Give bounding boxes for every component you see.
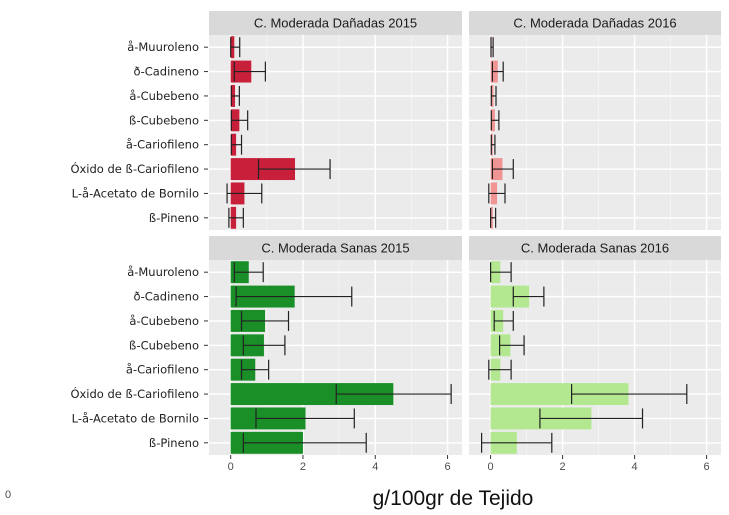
facet-strip bbox=[469, 236, 721, 260]
x-tick-label: 2 bbox=[560, 461, 566, 473]
error-bar bbox=[257, 159, 331, 180]
error-bar bbox=[230, 37, 241, 58]
bar bbox=[230, 383, 394, 406]
category-label: ð-Cadineno bbox=[134, 290, 199, 304]
facet-panel: C. Moderada Sanas 2015 bbox=[209, 236, 462, 455]
x-tick-label: 0 bbox=[228, 461, 234, 473]
error-bar bbox=[230, 134, 243, 155]
category-label: å-Muuroleno bbox=[127, 265, 199, 279]
category-label: Óxido de ß-Cariofileno bbox=[70, 161, 199, 176]
facet-panels: C. Moderada Dañadas 2015 C. Moderada Daña… bbox=[209, 11, 721, 455]
facet-strip bbox=[469, 11, 721, 35]
error-bar bbox=[490, 110, 500, 131]
category-label: å-Cariofileno bbox=[126, 138, 199, 152]
facet-panel: C. Moderada Sanas 2016 bbox=[469, 236, 721, 455]
error-bar bbox=[226, 183, 263, 204]
error-bar bbox=[539, 408, 644, 429]
error-bar bbox=[240, 359, 270, 380]
x-tick-label: 4 bbox=[632, 461, 638, 473]
category-label: å-Cubebeno bbox=[129, 314, 199, 328]
facet-panel: C. Moderada Dañadas 2016 bbox=[469, 11, 721, 230]
error-bar bbox=[488, 183, 506, 204]
category-label: ß-Cubebeno bbox=[129, 338, 199, 352]
error-bar bbox=[490, 37, 494, 58]
error-bar bbox=[235, 286, 353, 307]
error-bar bbox=[255, 408, 355, 429]
category-label: ð-Cadineno bbox=[134, 65, 199, 79]
error-bar bbox=[490, 85, 497, 106]
error-bar bbox=[491, 159, 514, 180]
facet-strip bbox=[209, 236, 462, 260]
error-bar bbox=[493, 310, 514, 331]
x-tick-label: 6 bbox=[444, 461, 450, 473]
category-label: å-Cariofileno bbox=[126, 363, 199, 377]
facet-title: C. Moderada Dañadas 2016 bbox=[513, 16, 676, 31]
error-bar bbox=[488, 359, 512, 380]
x-tick-label: 4 bbox=[372, 461, 378, 473]
category-label: L-å-Acetato de Bornilo bbox=[72, 186, 199, 200]
category-label: ß-Cubebeno bbox=[129, 113, 199, 127]
error-bar bbox=[230, 110, 249, 131]
x-axis-title: g/100gr de Tejido bbox=[373, 487, 534, 510]
error-bar bbox=[233, 262, 264, 283]
facet-title: C. Moderada Sanas 2016 bbox=[521, 241, 669, 256]
category-label: Óxido de ß-Cariofileno bbox=[70, 386, 199, 401]
error-bar bbox=[490, 134, 496, 155]
error-bar bbox=[335, 384, 452, 405]
bar bbox=[490, 383, 629, 406]
error-bar bbox=[230, 85, 240, 106]
facet-strip bbox=[209, 11, 462, 35]
category-label: L-å-Acetato de Bornilo bbox=[72, 411, 199, 425]
stray-axis-label: 0 bbox=[5, 489, 11, 501]
error-bar bbox=[490, 262, 512, 283]
category-label: å-Muuroleno bbox=[127, 40, 199, 54]
error-bar bbox=[570, 384, 688, 405]
facet-title: C. Moderada Dañadas 2015 bbox=[254, 16, 417, 31]
error-bar bbox=[491, 61, 504, 82]
category-label: å-Cubebeno bbox=[129, 89, 199, 103]
error-bar bbox=[240, 310, 290, 331]
category-label: ß-Pineno bbox=[149, 211, 199, 225]
category-label: ß-Pineno bbox=[149, 436, 199, 450]
bar bbox=[490, 285, 530, 308]
error-bar bbox=[499, 335, 525, 356]
error-bar bbox=[242, 335, 286, 356]
error-bar bbox=[481, 432, 553, 453]
error-bar bbox=[490, 207, 497, 228]
x-tick-label: 2 bbox=[300, 461, 306, 473]
error-bar bbox=[228, 207, 244, 228]
panel-background bbox=[469, 35, 721, 230]
x-axis-ticks: 0 2 4 6 0 2 4 6 bbox=[228, 455, 710, 473]
x-tick-label: 0 bbox=[488, 461, 494, 473]
error-bar bbox=[242, 432, 367, 453]
facet-panel: C. Moderada Dañadas 2015 bbox=[209, 11, 462, 230]
facet-title: C. Moderada Sanas 2015 bbox=[261, 241, 409, 256]
error-bar bbox=[512, 286, 545, 307]
x-tick-label: 6 bbox=[704, 461, 710, 473]
error-bar bbox=[233, 61, 266, 82]
category-labels: å-Muuroleno ð-Cadineno å-Cubebeno ß-Cubeben… bbox=[70, 40, 208, 450]
